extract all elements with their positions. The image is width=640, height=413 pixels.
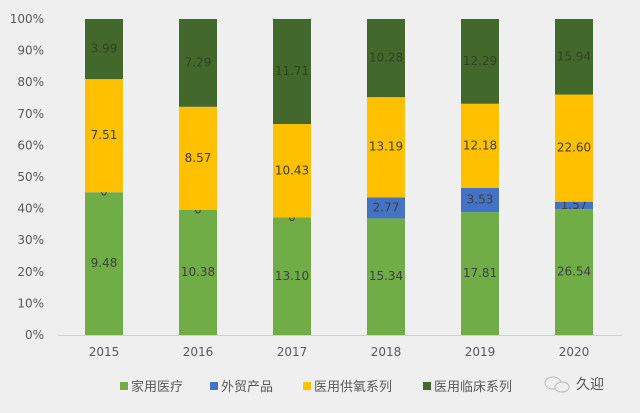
y-tick-label: 50% (17, 170, 44, 184)
wechat-icon (544, 376, 570, 393)
bar-segment (461, 103, 499, 188)
bar-segment (461, 19, 499, 104)
bar-stack-2015: 9.4807.513.99 (85, 19, 123, 335)
data-label: 13.10 (275, 269, 309, 283)
y-tick-label: 20% (17, 265, 44, 279)
bar-stack-2016: 10.3808.577.29 (179, 19, 217, 335)
data-label: 15.34 (369, 269, 403, 283)
legend-swatch (120, 382, 128, 390)
bar-segment (555, 209, 593, 335)
y-tick-label: 10% (17, 296, 44, 310)
data-label: 22.60 (557, 141, 591, 155)
data-label: 7.51 (91, 128, 118, 142)
data-label: 2.77 (373, 200, 400, 214)
bar-segment (273, 19, 311, 125)
data-label: 3.53 (467, 192, 494, 206)
bar-segment (85, 79, 123, 193)
y-tick-label: 60% (17, 138, 44, 152)
y-tick-label: 40% (17, 202, 44, 216)
bar-segment (555, 19, 593, 95)
bar-segment (85, 192, 123, 335)
data-label: 3.99 (91, 42, 118, 56)
data-label: 7.29 (185, 55, 212, 69)
bar-segment (461, 187, 499, 213)
watermark-text: 久迎 (576, 377, 604, 393)
bar-segment (461, 212, 499, 335)
data-label: 17.81 (463, 266, 497, 280)
legend-item: 外贸产品 (210, 380, 273, 395)
data-label: 10.43 (275, 163, 309, 177)
legend-swatch (303, 382, 311, 390)
bar-segment (555, 94, 593, 202)
data-label: 11.71 (275, 64, 309, 78)
legend-label: 家用医疗 (131, 379, 183, 395)
legend-item: 医用临床系列 (423, 380, 512, 395)
bar-segment (367, 197, 405, 219)
bar-segment (179, 106, 217, 210)
bar-stack-2018: 15.34 2.77 13.19 10.28 (367, 19, 405, 335)
data-label: 10.38 (181, 265, 215, 279)
data-label: 15.94 (557, 49, 591, 63)
bar-segment (179, 209, 217, 335)
y-tick-label: 100% (10, 12, 44, 26)
y-tick-label: 0% (25, 328, 44, 342)
bar-segment (85, 19, 123, 80)
legend-item: 医用供氧系列 (303, 380, 392, 395)
bar-segment (367, 218, 405, 335)
legend-swatch (423, 382, 431, 390)
bar-segment (273, 217, 311, 335)
x-tick-label: 2017 (277, 345, 308, 359)
data-label: 26.54 (557, 265, 591, 279)
x-tick-label: 2015 (89, 345, 120, 359)
data-label: 10.28 (369, 51, 403, 65)
y-tick-label: 70% (17, 107, 44, 121)
data-label: 8.57 (185, 151, 212, 165)
bar-segment (555, 201, 593, 210)
bar-segment (367, 97, 405, 198)
bar-segment (179, 19, 217, 107)
data-label: 13.19 (369, 140, 403, 154)
y-tick-label: 80% (17, 75, 44, 89)
legend-label: 医用临床系列 (434, 380, 512, 395)
x-tick-label: 2016 (183, 345, 214, 359)
y-tick-label: 30% (17, 233, 44, 247)
watermark: 久迎 (544, 376, 604, 393)
bar-stack-2019: 17.81 3.53 12.18 12.29 (461, 19, 499, 335)
legend-label: 医用供氧系列 (314, 380, 392, 395)
legend-item: 家用医疗 (120, 379, 183, 395)
legend-label: 外贸产品 (221, 380, 273, 395)
data-label: 9.48 (91, 256, 118, 270)
data-label: 12.18 (463, 138, 497, 152)
bar-segment (273, 124, 311, 218)
x-tick-label: 2018 (371, 345, 402, 359)
legend-swatch (210, 382, 218, 390)
data-label: 12.29 (463, 54, 497, 68)
y-tick-label: 90% (17, 44, 44, 58)
x-tick-label: 2020 (559, 345, 590, 359)
bar-segment (367, 19, 405, 98)
x-tick-label: 2019 (465, 345, 496, 359)
